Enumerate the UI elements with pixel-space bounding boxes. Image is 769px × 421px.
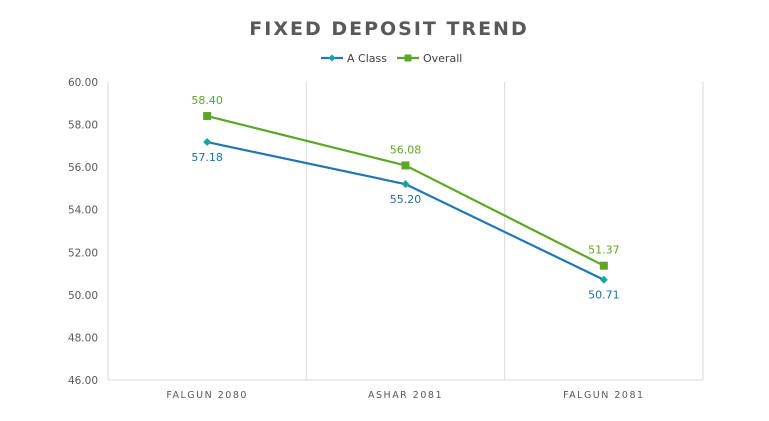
- data-point: [599, 261, 608, 270]
- data-point: [401, 161, 410, 170]
- data-point: [599, 275, 608, 284]
- y-tick-label: 54.00: [68, 205, 98, 217]
- y-tick-label: 46.00: [68, 375, 98, 387]
- legend-marker: [404, 54, 412, 62]
- series-layer: 57.18 55.20 50.71 58.40 56.08 51.37: [191, 94, 619, 302]
- y-tick-label: 50.00: [68, 290, 98, 302]
- legend-marker: [328, 54, 336, 62]
- data-label: 57.18: [191, 151, 223, 164]
- x-tick-label: FALGUN 2081: [563, 390, 645, 401]
- series-a-class: 57.18 55.20 50.71: [191, 138, 620, 302]
- series-line: [206, 114, 605, 267]
- y-tick-label: 52.00: [68, 247, 98, 259]
- legend-item-a-class: A Class: [321, 52, 387, 65]
- data-label: 51.37: [588, 244, 620, 257]
- legend-label: A Class: [347, 52, 387, 65]
- y-tick-label: 60.00: [68, 77, 98, 89]
- x-tick-label: FALGUN 2080: [166, 390, 248, 401]
- y-tick-label: 58.00: [68, 120, 98, 132]
- series-overall: 58.40 56.08 51.37: [191, 94, 620, 270]
- chart-title: FIXED DEPOSIT TREND: [249, 18, 528, 40]
- data-point: [203, 112, 212, 121]
- x-axis-ticks: FALGUN 2080 ASHAR 2081 FALGUN 2081: [166, 390, 645, 401]
- legend-item-overall: Overall: [397, 52, 462, 65]
- y-axis-ticks: 46.00 48.00 50.00 52.00 54.00 56.00 58.00 60.00: [68, 77, 98, 387]
- data-label: 56.08: [390, 143, 422, 156]
- legend-label: Overall: [423, 52, 462, 65]
- data-label: 50.71: [588, 289, 620, 302]
- data-point: [203, 138, 212, 147]
- axes: [107, 82, 703, 381]
- data-label: 58.40: [191, 94, 223, 107]
- x-tick-label: ASHAR 2081: [368, 390, 443, 401]
- y-tick-label: 48.00: [68, 332, 98, 344]
- legend: A Class Overall: [321, 52, 462, 65]
- y-tick-label: 56.00: [68, 162, 98, 174]
- data-label: 55.20: [390, 193, 422, 206]
- data-point: [401, 180, 410, 189]
